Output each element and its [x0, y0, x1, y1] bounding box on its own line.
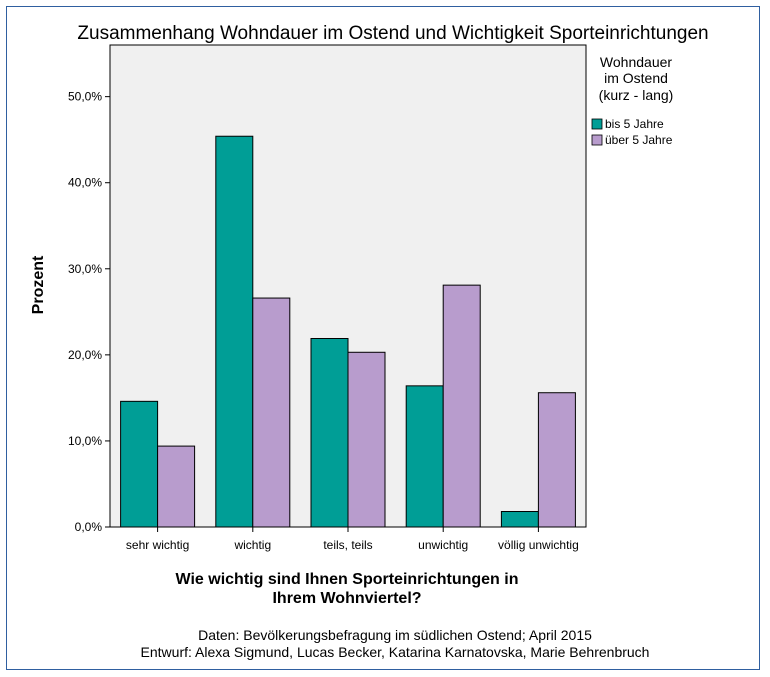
bar-ueber-5-jahre-0 — [157, 445, 196, 528]
legend-swatch-ueber-5-jahre — [591, 134, 603, 146]
x-tick-label: wichtig — [233, 538, 271, 552]
legend: Wohndauer im Ostend (kurz - lang) bis 5 … — [591, 54, 674, 147]
legend-title-line1: Wohndauer — [600, 54, 672, 70]
bar-ueber-5-jahre-3 — [442, 284, 481, 528]
y-tick-label: 40,0% — [68, 176, 102, 190]
bar-bis-5-jahre-0 — [120, 400, 159, 528]
y-tick-label: 20,0% — [68, 348, 102, 362]
x-tick-label: teils, teils — [323, 538, 372, 552]
y-tick-label: 30,0% — [68, 262, 102, 276]
x-tick-label: unwichtig — [418, 538, 468, 552]
bar-bis-5-jahre-3 — [405, 385, 444, 528]
legend-label-ueber-5-jahre: über 5 Jahre — [605, 133, 673, 147]
x-axis-label-line2: Ihrem Wohnviertel? — [272, 590, 421, 607]
x-axis: sehr wichtig wichtig teils, teils unwichtig… — [126, 527, 579, 552]
x-tick-label: sehr wichtig — [126, 538, 189, 552]
credit-authors: Entwurf: Alexa Sigmund, Lucas Becker, Ka… — [141, 644, 650, 660]
legend-title-line3: (kurz - lang) — [599, 87, 674, 103]
y-axis-label: Prozent — [30, 255, 47, 314]
bars-group — [120, 135, 576, 528]
bar-ueber-5-jahre-1 — [252, 297, 291, 528]
bar-ueber-5-jahre-2 — [347, 351, 386, 528]
credit-data-source: Daten: Bevölkerungsbefragung im südliche… — [198, 627, 592, 643]
y-tick-label: 0,0% — [75, 520, 103, 534]
y-tick-label: 50,0% — [68, 90, 102, 104]
chart-title: Zusammenhang Wohndauer im Ostend und Wic… — [77, 23, 708, 44]
legend-swatch-bis-5-jahre — [591, 118, 603, 130]
x-axis-label-line1: Wie wichtig sind Ihnen Sporteinrichtunge… — [176, 571, 519, 588]
y-axis: 0,0% 10,0% 20,0% 30,0% 40,0% 50,0% — [68, 90, 110, 534]
legend-label-bis-5-jahre: bis 5 Jahre — [605, 117, 664, 131]
bar-bis-5-jahre-1 — [215, 135, 254, 528]
bar-bis-5-jahre-4 — [500, 511, 539, 528]
y-tick-label: 10,0% — [68, 434, 102, 448]
bar-bis-5-jahre-2 — [310, 338, 349, 528]
legend-title-line2: im Ostend — [604, 70, 668, 86]
x-tick-label: völlig unwichtig — [498, 538, 579, 552]
bar-ueber-5-jahre-4 — [537, 392, 576, 528]
